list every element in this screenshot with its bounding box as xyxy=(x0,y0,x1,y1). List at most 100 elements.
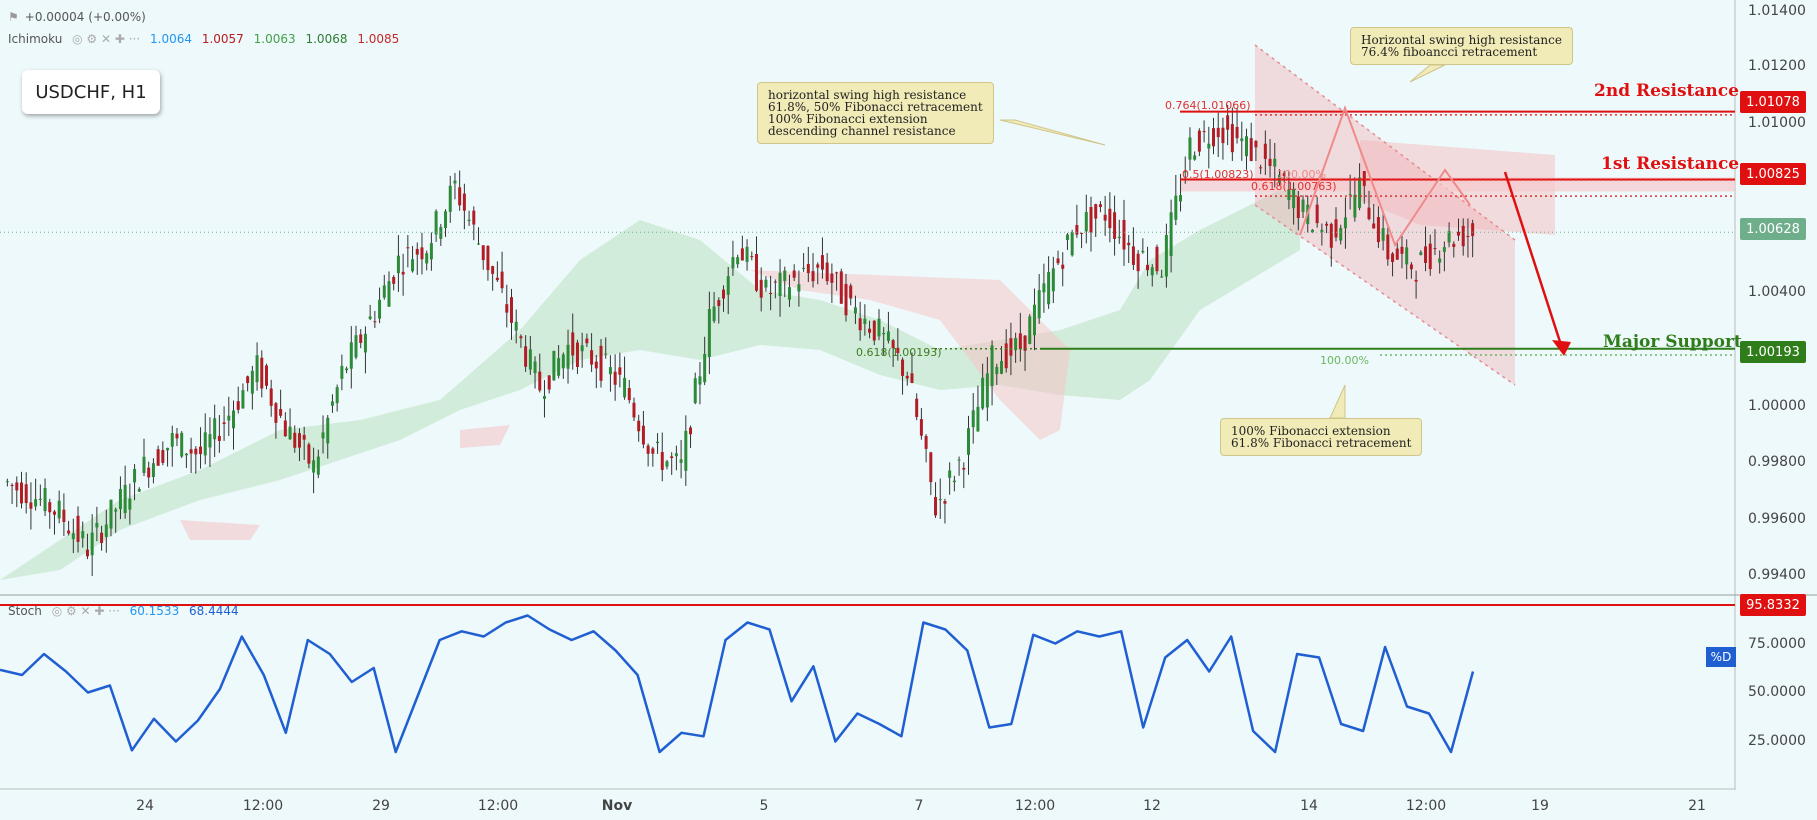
candle-body xyxy=(990,345,994,386)
stoch-axis-label: 25.0000 xyxy=(1748,733,1806,749)
candle-body xyxy=(288,426,292,440)
candle-body xyxy=(604,353,608,355)
candle-body xyxy=(1141,250,1145,253)
candle-body xyxy=(608,367,612,375)
candle-body xyxy=(618,367,622,375)
candle-body xyxy=(378,299,382,319)
stoch-axis-label: 75.0000 xyxy=(1748,636,1806,652)
candle-body xyxy=(19,482,23,504)
candle-body xyxy=(264,365,268,386)
candle-body xyxy=(62,509,66,522)
candle-body xyxy=(811,271,815,282)
candle-body xyxy=(802,267,806,269)
candle-body xyxy=(481,245,485,261)
candle-body xyxy=(406,247,410,249)
candle-body xyxy=(1259,167,1263,169)
candle-body xyxy=(910,373,914,384)
candle-body xyxy=(995,367,999,375)
candle-body xyxy=(787,287,791,300)
candle-body xyxy=(1376,217,1380,243)
candle-body xyxy=(943,500,947,504)
candle-body xyxy=(100,532,104,544)
candle-body xyxy=(246,376,250,384)
candle-body xyxy=(330,401,334,406)
candle-body xyxy=(1386,234,1390,260)
stoch-axis-label: 50.0000 xyxy=(1748,684,1806,700)
candle-body xyxy=(627,388,631,401)
candle-body xyxy=(1193,155,1197,160)
candle-body xyxy=(76,515,80,542)
candle-body xyxy=(919,419,923,436)
first-resistance-label: 1st Resistance xyxy=(1601,154,1740,174)
stoch-label[interactable]: Stoch xyxy=(8,604,42,618)
candle-body xyxy=(293,432,297,448)
candle-body xyxy=(1065,234,1069,241)
candle-body xyxy=(142,456,146,473)
candle-body xyxy=(1263,143,1267,159)
candle-body xyxy=(429,243,433,260)
candle-body xyxy=(679,459,683,463)
candle-body xyxy=(458,187,462,206)
candle-body xyxy=(90,532,94,556)
candle-body xyxy=(1169,212,1173,257)
candle-body xyxy=(1358,177,1362,208)
candle-body xyxy=(806,263,810,274)
note-fib-extension: 100% Fibonacci extension 61.8% Fibonacci… xyxy=(1220,418,1423,456)
candle-body xyxy=(434,211,438,235)
fib-0618-support-label: 0.618(1.00193) xyxy=(856,346,942,359)
symbol-label[interactable]: USDCHF, H1 xyxy=(22,70,160,114)
candle-body xyxy=(542,396,546,399)
candle-body xyxy=(1428,243,1432,270)
candle-body xyxy=(199,446,203,455)
stoch-settings-icons[interactable]: ◎ ⚙ ✕ ✚ ··· xyxy=(51,604,120,618)
candle-body xyxy=(38,498,42,500)
candle-body xyxy=(1197,130,1201,152)
note-swing-high: horizontal swing high resistance 61.8%, … xyxy=(757,82,994,144)
time-axis-label: 12:00 xyxy=(242,798,284,814)
price-axis-label: 1.01400 xyxy=(1748,3,1806,19)
candle-body xyxy=(118,488,122,510)
candle-body xyxy=(820,255,824,270)
candle-body xyxy=(1009,338,1013,356)
candle-body xyxy=(566,344,570,369)
candle-body xyxy=(486,245,490,271)
candle-body xyxy=(1395,248,1399,260)
candle-body xyxy=(844,283,848,316)
candle-body xyxy=(722,289,726,299)
candle-body xyxy=(161,450,165,463)
settings-icons[interactable]: ◎ ⚙ ✕ ✚ ··· xyxy=(72,32,141,46)
candle-body xyxy=(1179,195,1183,202)
candle-body xyxy=(1056,258,1060,264)
candle-body xyxy=(420,247,424,260)
candle-body xyxy=(901,359,905,376)
ichimoku-value-5: 1.0085 xyxy=(357,32,400,46)
candle-body xyxy=(769,293,773,295)
candle-body xyxy=(976,406,980,432)
time-axis-label: 14 xyxy=(1300,798,1318,814)
candle-body xyxy=(260,357,264,389)
ichimoku-label[interactable]: Ichimoku xyxy=(8,32,63,46)
candle-body xyxy=(1108,208,1112,229)
time-axis-label: 19 xyxy=(1531,798,1549,814)
second-resistance-price-tag: 1.01078 xyxy=(1740,91,1806,113)
ichimoku-cloud-red xyxy=(180,520,260,540)
candle-body xyxy=(1268,158,1272,166)
candle-body xyxy=(392,276,396,284)
candle-body xyxy=(114,509,118,512)
candle-body xyxy=(835,272,839,274)
candle-body xyxy=(1018,333,1022,350)
candle-body xyxy=(1320,229,1324,232)
candle-body xyxy=(448,185,452,212)
candle-body xyxy=(783,270,787,281)
candle-body xyxy=(43,488,47,512)
candle-body xyxy=(665,461,669,467)
candle-body xyxy=(123,484,127,514)
ichimoku-value-2: 1.0057 xyxy=(201,32,244,46)
candle-body xyxy=(495,277,499,281)
candle-body xyxy=(1174,195,1178,220)
candle-body xyxy=(717,300,721,307)
candle-body xyxy=(1442,247,1446,252)
candle-body xyxy=(316,456,320,475)
candle-body xyxy=(34,499,38,507)
